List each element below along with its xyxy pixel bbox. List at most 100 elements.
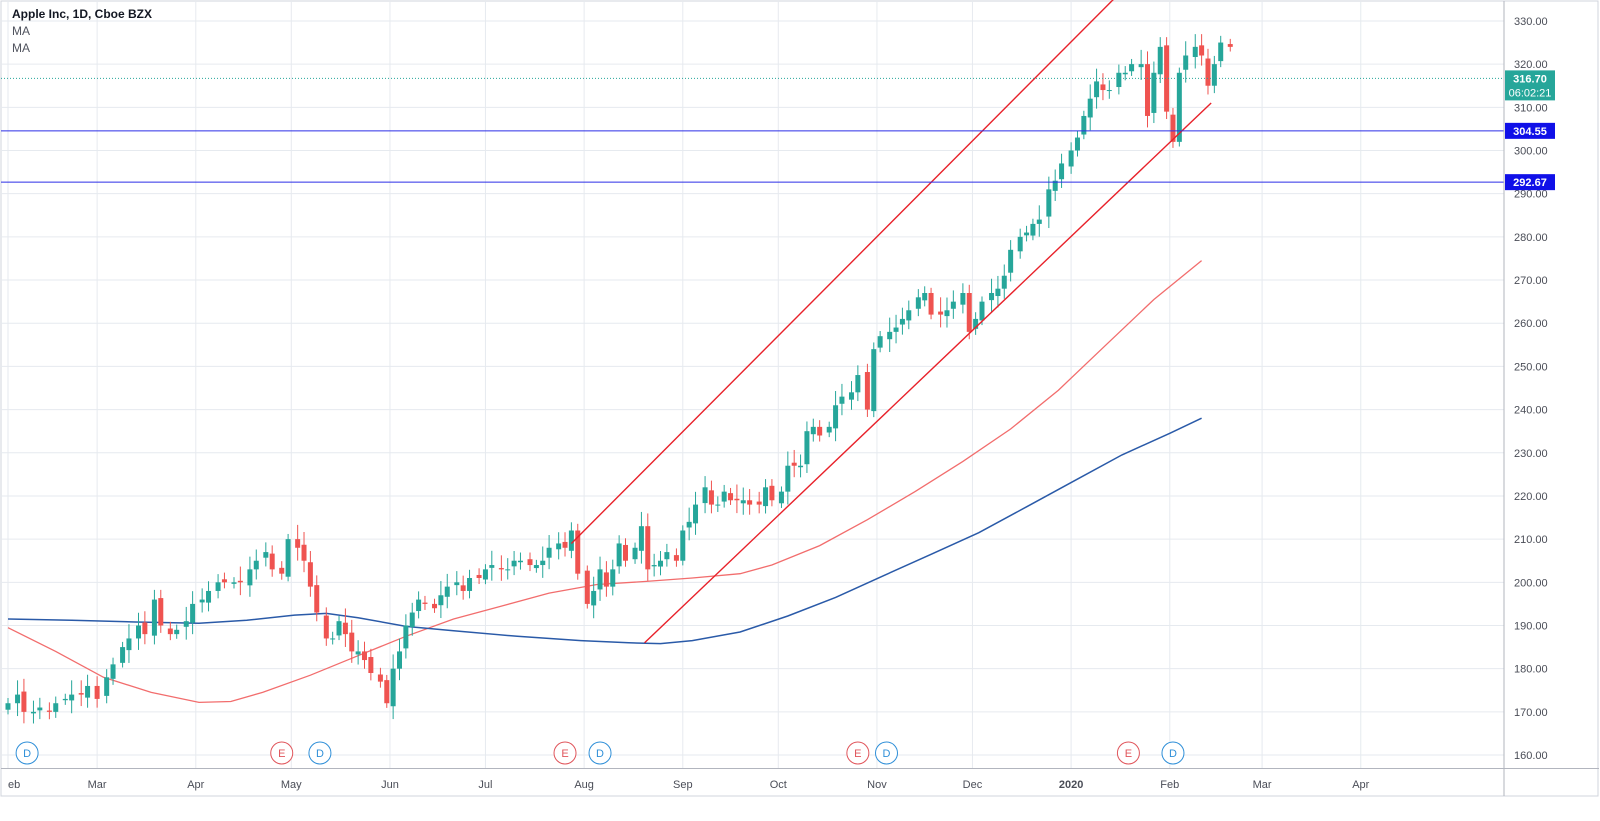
y-tick-label: 310.00 (1514, 102, 1548, 114)
candle-body (533, 565, 539, 569)
candle-body (199, 599, 205, 603)
candle-body (269, 553, 275, 570)
ma-fast-line (7, 260, 1203, 704)
earnings-marker (846, 741, 870, 765)
candle-body (285, 539, 291, 577)
y-tick-label: 230.00 (1514, 448, 1548, 460)
candle-body (568, 530, 574, 551)
candle-body (85, 685, 91, 698)
candle-body (279, 567, 285, 574)
event-marker-label: E (561, 748, 568, 760)
candle-body (693, 504, 699, 524)
candle-body (810, 426, 816, 435)
candle-body (237, 580, 243, 583)
candle-body (673, 555, 679, 561)
candle-body (747, 500, 753, 505)
candle-body (979, 301, 985, 321)
candle-body (708, 490, 714, 505)
candle-body (46, 710, 52, 712)
event-marker-label: D (1169, 748, 1177, 760)
candle-body (517, 560, 523, 563)
candle-body (231, 582, 237, 584)
candle-body (438, 595, 444, 606)
candle-body (511, 560, 517, 567)
candle-body (1164, 45, 1170, 112)
candle-body (1116, 72, 1122, 88)
candle-body (826, 426, 832, 433)
candle-body (263, 552, 269, 558)
candle-body (482, 569, 488, 580)
candle-body (505, 569, 511, 571)
level-price-label: 304.55 (1513, 126, 1547, 138)
trend-lines (570, 0, 1212, 644)
y-tick-label: 280.00 (1514, 232, 1548, 244)
ma-legend-1[interactable]: MA (12, 24, 30, 38)
event-marker-label: D (316, 748, 324, 760)
x-tick-label: Jul (478, 779, 492, 791)
candle-body (680, 530, 686, 561)
y-tick-label: 180.00 (1514, 664, 1548, 676)
candle-body (899, 318, 905, 325)
candle-body (37, 707, 43, 711)
candle-body (355, 651, 361, 655)
event-marker-label: E (1125, 748, 1132, 760)
candle-body (384, 680, 390, 704)
candle-body (686, 521, 692, 528)
candle-body (645, 526, 651, 570)
candle-body (1218, 42, 1224, 62)
candle-body (444, 586, 450, 597)
candle-body (556, 543, 562, 550)
x-tick-label: Jun (381, 779, 399, 791)
y-tick-label: 270.00 (1514, 275, 1548, 287)
candle-body (390, 668, 396, 707)
candle-body (94, 685, 100, 699)
candle-body (1036, 219, 1042, 224)
candle-body (721, 491, 727, 502)
event-marker-label: E (854, 748, 861, 760)
candle-body (1046, 189, 1052, 217)
candle-body (253, 560, 259, 570)
candle-body (361, 651, 367, 661)
candle-body (295, 539, 301, 548)
candle-body (1094, 81, 1100, 98)
candle-body (610, 569, 616, 587)
candle-body (1199, 45, 1205, 56)
candle-body (314, 585, 320, 613)
candle-body (915, 297, 921, 309)
candle-body (1024, 232, 1030, 236)
x-tick-label: Mar (88, 779, 107, 791)
candle-body (740, 500, 746, 504)
candle-body (734, 498, 740, 501)
earnings-marker (270, 741, 294, 765)
dividend-marker (875, 741, 899, 765)
candle-body (966, 293, 972, 332)
earnings-marker (1116, 741, 1140, 765)
candle-body (78, 693, 84, 695)
candle-body (989, 293, 995, 301)
candle-body (877, 336, 883, 348)
candle-body (791, 462, 797, 466)
candle-body (1205, 58, 1211, 86)
candle-body (174, 629, 180, 635)
ma-legend-2[interactable]: MA (12, 41, 30, 55)
candle-body (1157, 46, 1163, 75)
candle-body (1129, 64, 1135, 72)
candle-body (546, 547, 552, 558)
x-tick-label: eb (8, 779, 20, 791)
event-marker-label: E (278, 748, 285, 760)
candle-body (489, 565, 495, 568)
y-tick-label: 290.00 (1514, 189, 1548, 201)
candle-body (833, 405, 839, 429)
price-tags: 304.55 292.67 316.70 06:02:21 (1505, 70, 1555, 191)
y-tick-label: 240.00 (1514, 405, 1548, 417)
candle-body (190, 603, 196, 623)
last-price-tag (1505, 70, 1555, 101)
ma-slow-line (7, 417, 1202, 645)
candle-body (1008, 249, 1014, 273)
candle-body (597, 569, 603, 590)
candle-body (1106, 90, 1112, 92)
x-tick-label: Apr (187, 779, 204, 791)
candle-body (944, 310, 950, 317)
